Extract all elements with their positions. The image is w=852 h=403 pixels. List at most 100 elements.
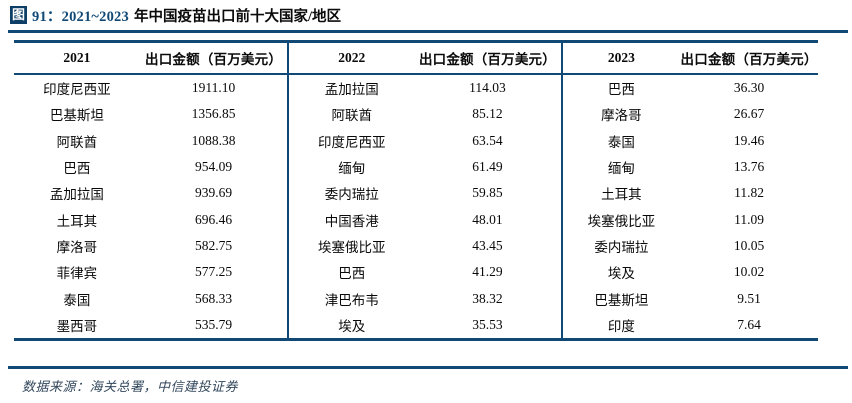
year-header: 2023 xyxy=(607,50,635,65)
amount-cell: 114.03 xyxy=(469,80,506,96)
data-source: 数据来源：海关总署，中信建投证券 xyxy=(22,379,239,394)
country-cell: 摩洛哥 xyxy=(56,239,98,255)
amount-cell: 954.09 xyxy=(194,159,233,175)
table-row: 巴西 36.30 xyxy=(563,75,818,101)
table-row: 土耳其 696.46 xyxy=(14,206,287,232)
table-row: 阿联酋 1088.38 xyxy=(14,128,287,154)
amount-cell: 43.45 xyxy=(472,237,503,253)
table-row: 中国香港 48.01 xyxy=(289,206,560,232)
table-row: 委内瑞拉 59.85 xyxy=(289,180,560,206)
table-row: 巴基斯坦 9.51 xyxy=(563,285,818,311)
amount-cell: 61.49 xyxy=(472,159,503,175)
amount-cell: 1088.38 xyxy=(191,132,236,148)
country-cell: 委内瑞拉 xyxy=(324,187,379,203)
year-section-2021: 2021 出口金额（百万美元） 印度尼西亚 1911.10 巴基斯坦 1356.… xyxy=(14,43,288,338)
table-row: 埃塞俄比亚 43.45 xyxy=(289,233,560,259)
country-cell: 津巴布韦 xyxy=(324,292,379,308)
amount-cell: 48.01 xyxy=(472,211,503,227)
table-row: 巴基斯坦 1356.85 xyxy=(14,101,287,127)
country-cell: 巴西 xyxy=(338,266,366,282)
table-row: 泰国 568.33 xyxy=(14,285,287,311)
figure-number: 91：2021~2023 xyxy=(32,8,129,25)
country-cell: 缅甸 xyxy=(338,161,366,177)
amount-header: 出口金额（百万美元） xyxy=(418,52,556,67)
country-cell: 委内瑞拉 xyxy=(594,239,649,255)
amount-cell: 535.79 xyxy=(194,316,233,332)
country-cell: 埃塞俄比亚 xyxy=(587,213,656,229)
country-cell: 泰国 xyxy=(607,134,635,150)
table-row: 津巴布韦 38.32 xyxy=(289,285,560,311)
country-cell: 土耳其 xyxy=(56,213,98,229)
amount-cell: 9.51 xyxy=(737,290,761,306)
table-row: 委内瑞拉 10.05 xyxy=(563,233,818,259)
footer-divider xyxy=(8,366,848,369)
amount-cell: 577.25 xyxy=(194,264,233,280)
amount-cell: 582.75 xyxy=(194,237,233,253)
table-row: 巴西 954.09 xyxy=(14,154,287,180)
table-row: 孟加拉国 939.69 xyxy=(14,180,287,206)
country-cell: 巴西 xyxy=(63,161,91,177)
title-divider xyxy=(8,30,848,33)
table-row: 墨西哥 535.79 xyxy=(14,312,287,338)
table-row: 摩洛哥 26.67 xyxy=(563,101,818,127)
table-row: 埃及 10.02 xyxy=(563,259,818,285)
amount-cell: 939.69 xyxy=(194,185,233,201)
country-cell: 巴基斯坦 xyxy=(594,292,649,308)
amount-cell: 41.29 xyxy=(472,264,503,280)
table-row: 埃及 35.53 xyxy=(289,312,560,338)
amount-cell: 36.30 xyxy=(733,80,765,96)
country-cell: 巴基斯坦 xyxy=(49,108,104,124)
figure-title-text: 年中国疫苗出口前十大国家/地区 xyxy=(133,8,341,25)
country-cell: 印度尼西亚 xyxy=(318,134,386,150)
table-row: 缅甸 13.76 xyxy=(563,154,818,180)
country-cell: 埃及 xyxy=(607,266,635,282)
year-header: 2021 xyxy=(63,50,91,65)
country-cell: 缅甸 xyxy=(607,161,635,177)
amount-cell: 13.76 xyxy=(733,159,765,175)
table-row: 土耳其 11.82 xyxy=(563,180,818,206)
table-row: 孟加拉国 114.03 xyxy=(289,75,560,101)
table-row: 埃塞俄比亚 11.09 xyxy=(563,206,818,232)
export-table: 2021 出口金额（百万美元） 印度尼西亚 1911.10 巴基斯坦 1356.… xyxy=(14,40,818,341)
figure-title: 图 91：2021~2023 年中国疫苗出口前十大国家/地区 xyxy=(10,5,341,25)
country-cell: 孟加拉国 xyxy=(324,82,379,98)
amount-cell: 696.46 xyxy=(194,211,233,227)
country-cell: 菲律宾 xyxy=(56,266,98,282)
country-cell: 埃及 xyxy=(338,318,366,334)
country-cell: 阿联酋 xyxy=(331,108,373,124)
year-section-2023: 2023 出口金额（百万美元） 巴西 36.30 摩洛哥 26.67 泰国 19… xyxy=(560,43,818,338)
country-cell: 阿联酋 xyxy=(56,134,98,150)
header-row: 2023 出口金额（百万美元） xyxy=(562,43,818,75)
table-row: 印度尼西亚 63.54 xyxy=(289,128,560,154)
table-row: 印度 7.64 xyxy=(563,312,818,338)
amount-cell: 26.67 xyxy=(733,106,765,122)
amount-cell: 19.46 xyxy=(733,132,765,148)
table-row: 摩洛哥 582.75 xyxy=(14,233,287,259)
amount-cell: 63.54 xyxy=(472,132,503,148)
amount-cell: 1911.10 xyxy=(191,80,236,96)
amount-cell: 10.02 xyxy=(733,264,765,280)
table-row: 巴西 41.29 xyxy=(289,259,560,285)
header-row: 2022 出口金额（百万美元） xyxy=(289,43,561,75)
amount-cell: 10.05 xyxy=(733,237,765,253)
table-row: 阿联酋 85.12 xyxy=(289,101,560,127)
year-header: 2022 xyxy=(338,50,366,65)
table-row: 缅甸 61.49 xyxy=(289,154,560,180)
country-cell: 中国香港 xyxy=(324,213,379,229)
amount-cell: 568.33 xyxy=(194,290,233,306)
year-section-2022: 2022 出口金额（百万美元） 孟加拉国 114.03 阿联酋 85.12 印度… xyxy=(287,43,561,338)
amount-cell: 35.53 xyxy=(472,316,503,332)
figure-badge: 图 xyxy=(10,6,28,24)
amount-cell: 11.09 xyxy=(734,211,764,227)
country-cell: 埃塞俄比亚 xyxy=(318,239,386,255)
country-cell: 摩洛哥 xyxy=(601,108,642,124)
country-cell: 土耳其 xyxy=(601,187,642,203)
country-cell: 泰国 xyxy=(63,292,91,308)
amount-cell: 59.85 xyxy=(472,185,503,201)
amount-cell: 7.64 xyxy=(737,316,761,332)
amount-header: 出口金额（百万美元） xyxy=(680,52,818,67)
table-row: 菲律宾 577.25 xyxy=(14,259,287,285)
amount-cell: 1356.85 xyxy=(191,106,236,122)
table-row: 印度尼西亚 1911.10 xyxy=(14,75,287,101)
